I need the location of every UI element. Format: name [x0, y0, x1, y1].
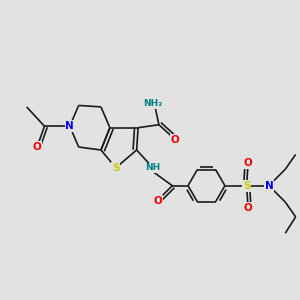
- Text: N: N: [265, 181, 273, 191]
- Text: O: O: [33, 142, 41, 152]
- Text: O: O: [244, 203, 253, 213]
- Text: N: N: [65, 121, 74, 131]
- Text: S: S: [112, 163, 120, 173]
- Text: NH: NH: [145, 163, 160, 172]
- Text: NH₂: NH₂: [143, 99, 163, 108]
- Text: O: O: [244, 158, 253, 168]
- Text: S: S: [243, 181, 250, 191]
- Text: O: O: [153, 196, 162, 206]
- Text: O: O: [171, 135, 180, 145]
